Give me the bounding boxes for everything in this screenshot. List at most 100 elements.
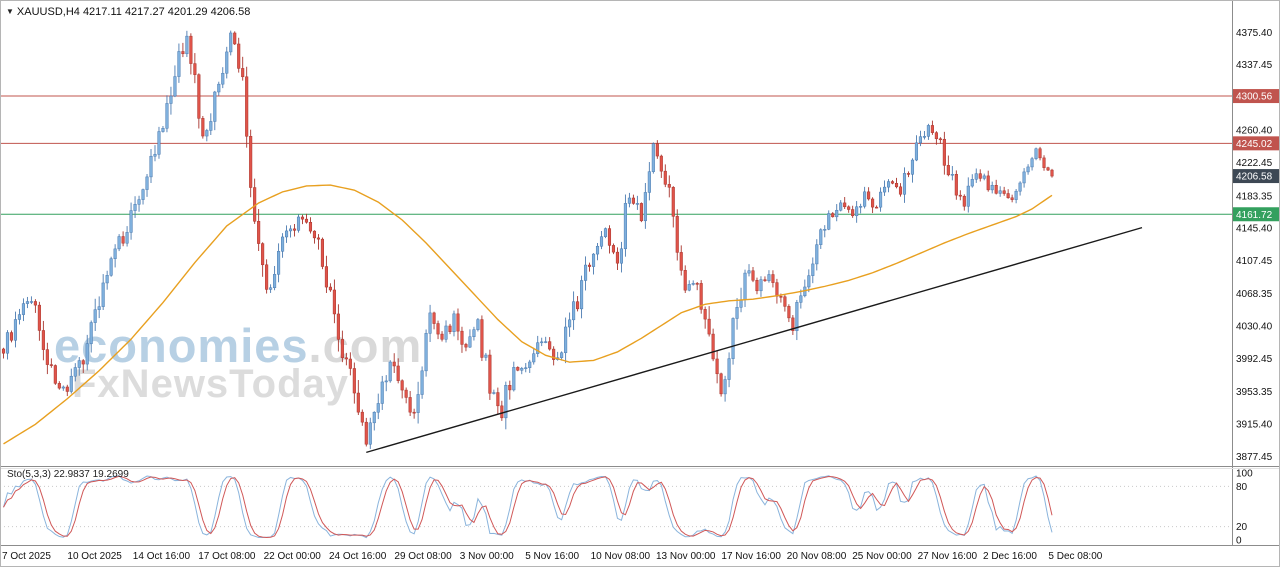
candle-body (61, 386, 65, 389)
candle-body (994, 185, 998, 194)
candle-body (970, 179, 974, 187)
candle-body (914, 142, 919, 161)
candle-body (855, 206, 859, 217)
candle-body (635, 203, 639, 205)
candle-body (599, 236, 604, 247)
level-lines-layer (0, 95, 1232, 215)
candle-body (201, 118, 205, 137)
candle-body (863, 191, 867, 207)
candle-body (5, 332, 10, 354)
candle-body (902, 173, 907, 195)
candle-body (117, 236, 121, 250)
candle-body (823, 229, 827, 231)
candle-body (516, 367, 520, 371)
trend-line[interactable] (366, 226, 1143, 454)
candle-body (17, 314, 21, 320)
time-axis-label: 14 Oct 16:00 (133, 551, 191, 562)
watermark-brand: economies (54, 319, 309, 372)
candle-body (942, 138, 946, 166)
candle-body (233, 32, 237, 45)
candle-body (165, 103, 169, 129)
candle-body (815, 244, 819, 265)
candle-body (719, 373, 723, 395)
symbol-ohlc-text: XAUUSD,H4 4217.11 4217.27 4201.29 4206.5… (16, 6, 251, 18)
candle-body (249, 136, 253, 188)
candle-body (544, 341, 548, 343)
candle-body (89, 322, 93, 344)
candle-body (372, 411, 376, 424)
candle-body (580, 280, 584, 310)
candle-body (520, 368, 524, 371)
candle-body (886, 181, 891, 188)
candle-body (332, 289, 336, 315)
time-axis-label: 22 Oct 00:00 (264, 551, 322, 562)
candle-body (320, 238, 324, 267)
time-axis-label: 29 Oct 08:00 (394, 551, 452, 562)
candle-body (839, 202, 843, 211)
candle-body (910, 159, 915, 175)
price-tick-label: 4030.40 (1236, 322, 1273, 333)
candle-body (1018, 182, 1022, 192)
candle-body (436, 323, 440, 335)
candle-body (747, 270, 751, 274)
candle-body (1026, 166, 1030, 173)
candle-body (141, 189, 145, 200)
candle-body (811, 263, 815, 276)
moving-average-line[interactable] (3, 184, 1053, 445)
candle-body (619, 248, 623, 264)
candle-body (1006, 193, 1010, 199)
watermark-brand-suffix: .com (308, 319, 423, 372)
candle-body (105, 275, 109, 284)
candle-body (576, 301, 580, 310)
candle-body (53, 365, 57, 384)
candle-body (835, 209, 839, 218)
candle-body (647, 171, 651, 193)
candle-body (269, 287, 273, 290)
candle-body (229, 32, 233, 53)
instrument-dropdown-icon[interactable]: ▼ (6, 7, 14, 16)
candle-body (65, 386, 69, 392)
candle-body (448, 325, 452, 332)
candle-body (376, 403, 380, 413)
candle-body (759, 279, 763, 292)
candle-body (384, 380, 388, 383)
candle-body (41, 330, 45, 350)
candle-body (859, 206, 863, 208)
candle-body (352, 368, 356, 394)
candle-body (703, 309, 707, 320)
candle-body (496, 392, 500, 407)
candle-body (775, 282, 779, 297)
candle-body (847, 206, 851, 210)
candle-body (137, 199, 141, 205)
candle-body (85, 343, 89, 365)
stoch-axis-label: 100 (1236, 469, 1253, 480)
candle-body (101, 282, 105, 307)
price-tick-label: 4260.40 (1236, 126, 1273, 137)
candle-body (452, 313, 456, 332)
candle-body (783, 296, 787, 307)
candle-body (727, 358, 731, 380)
candle-body (125, 232, 129, 244)
candle-body (663, 170, 667, 185)
candle-body (500, 405, 504, 419)
time-axis-label: 13 Nov 00:00 (656, 551, 716, 562)
candle-body (926, 125, 930, 137)
level-price-label: 4245.02 (1236, 139, 1273, 150)
candle-body (324, 266, 328, 288)
price-tick-label: 4337.45 (1236, 60, 1273, 71)
candle-body (966, 185, 970, 207)
candle-body (281, 236, 285, 252)
candle-body (380, 381, 384, 404)
candle-body (723, 379, 727, 395)
candle-body (974, 173, 978, 180)
candle-body (404, 389, 408, 398)
candle-body (420, 370, 424, 395)
time-axis-label: 5 Nov 16:00 (525, 551, 579, 562)
candle-body (982, 175, 986, 179)
candle-body (432, 312, 436, 324)
candle-body (97, 306, 101, 310)
candle-body (492, 392, 496, 394)
candle-body (129, 210, 133, 233)
